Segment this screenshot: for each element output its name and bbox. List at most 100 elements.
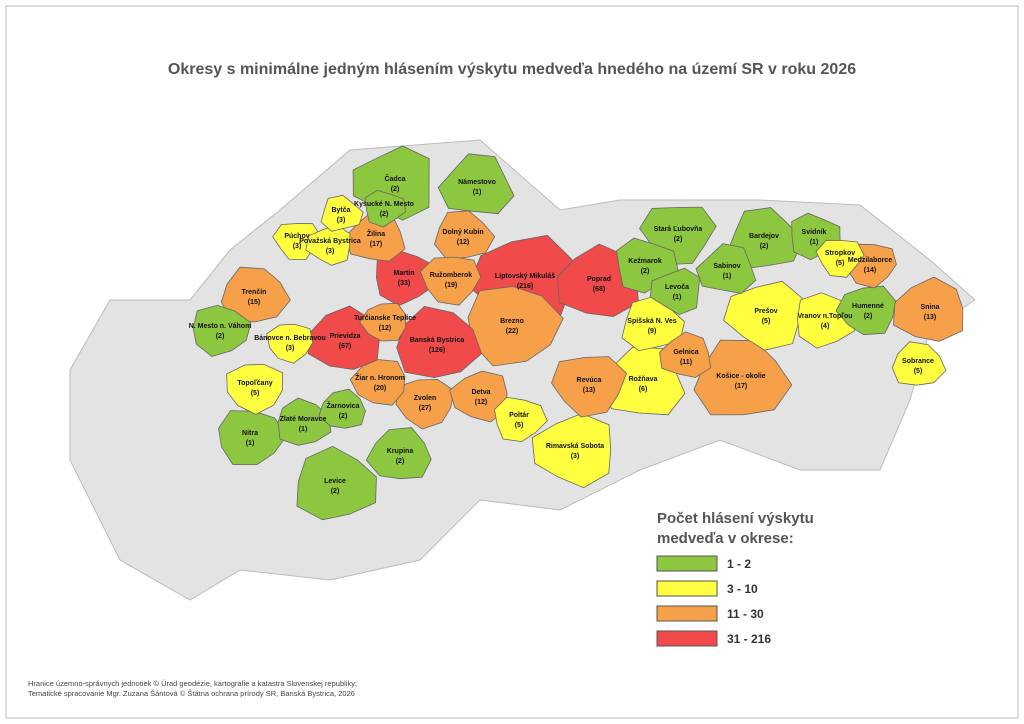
district: [218, 410, 288, 466]
legend-label: 31 - 216: [727, 632, 771, 646]
district-name: Sobrance: [902, 358, 934, 365]
district-count: (5): [515, 422, 524, 429]
district: [365, 427, 432, 480]
district-name: Rožňava: [629, 376, 658, 383]
district-name: Martin: [394, 270, 415, 277]
district-count: (1): [246, 440, 255, 447]
district-name: Svidník: [802, 229, 827, 236]
district-name: Stropkov: [825, 250, 855, 257]
district: [723, 280, 803, 351]
district-name: Liptovský Mikuláš: [495, 273, 555, 280]
district: [531, 413, 612, 489]
district-count: (3): [326, 248, 335, 255]
district: [375, 249, 437, 307]
district-name: Púchov: [284, 233, 309, 240]
district-name: Žilina: [367, 229, 385, 238]
district-count: (2): [396, 458, 405, 465]
district: [494, 396, 548, 443]
district-count: (3): [286, 345, 295, 352]
district: [296, 445, 377, 521]
district-name: Zvolen: [414, 395, 437, 402]
district-count: (17): [370, 241, 382, 248]
district-count: (20): [374, 385, 386, 392]
district: [349, 359, 406, 406]
district: [551, 356, 628, 418]
district-name: Stará Ľubovňa: [654, 226, 703, 233]
district-count: (19): [445, 282, 457, 289]
district: [266, 323, 314, 364]
district: [320, 194, 364, 232]
district: [419, 256, 482, 306]
district: [693, 339, 793, 416]
legend-label: 11 - 30: [727, 607, 764, 621]
district-name: Trenčín: [242, 289, 267, 296]
district-count: (2): [760, 243, 769, 250]
district-count: (1): [299, 426, 308, 433]
district: [467, 286, 564, 367]
district-count: (15): [248, 299, 260, 306]
districts: [192, 145, 964, 521]
district-count: (2): [216, 333, 225, 340]
district-count: (1): [673, 294, 682, 301]
district-count: (12): [379, 325, 391, 332]
district-count: (2): [674, 236, 683, 243]
district: [318, 388, 366, 429]
footer-line: Tematické spracovanie Mgr. Zuzana Šántov…: [28, 689, 355, 698]
district-count: (22): [506, 328, 518, 335]
district-labels: Čadca (2) Námestovo (1) Bytča (3) Kysucké N. M…: [189, 174, 940, 495]
district-name: Levice: [324, 478, 346, 485]
district-name: Vranov n.Topľou: [797, 313, 852, 320]
legend-swatch: [656, 630, 718, 647]
district-name: Gelnica: [673, 349, 698, 356]
district-count: (2): [380, 211, 389, 218]
district-count: (5): [914, 368, 923, 375]
district-count: (1): [473, 189, 482, 196]
district-count: (14): [864, 267, 876, 274]
district-count: (126): [429, 347, 445, 354]
district-count: (1): [723, 273, 732, 280]
district-name: Medzilaborce: [848, 257, 892, 264]
district-name: Banská Bystrica: [410, 337, 465, 344]
district-name: Prievidza: [330, 333, 361, 340]
district-count: (68): [593, 286, 605, 293]
district-name: Čadca: [384, 174, 405, 183]
district-name: Považská Bystrica: [299, 238, 361, 245]
district-name: Sabinov: [713, 263, 740, 270]
district-name: Snina: [920, 304, 939, 311]
district-name: Prešov: [754, 308, 777, 315]
district-name: Žarnovica: [326, 401, 359, 410]
district-count: (13): [924, 314, 936, 321]
district-name: Námestovo: [458, 179, 496, 186]
district: [359, 302, 407, 342]
district-count: (11): [680, 359, 692, 366]
district: [835, 285, 896, 336]
footer-line: Hranice územno-správnych jednotiek © Úra…: [28, 679, 357, 688]
district-count: (12): [475, 399, 487, 406]
district: [815, 239, 865, 278]
district-count: (2): [864, 313, 873, 320]
district: [437, 153, 515, 215]
district-name: Krupina: [387, 448, 414, 455]
district-count: (1): [810, 239, 819, 246]
district: [364, 189, 406, 228]
district-name: Dolný Kubín: [442, 229, 483, 236]
district-count: (67): [339, 343, 351, 350]
district-count: (216): [517, 283, 533, 290]
district-name: Poltár: [509, 412, 529, 419]
legend-title: medveďa v okrese:: [657, 530, 794, 547]
district-count: (2): [641, 268, 650, 275]
legend-swatch: [656, 580, 718, 597]
district-name: Bánovce n. Bebravou: [254, 335, 326, 342]
district-count: (4): [821, 323, 830, 330]
legend: Počet hlásení výskytu medveďa v okrese: 1 …: [656, 510, 814, 647]
district-count: (5): [251, 390, 260, 397]
district: [305, 224, 351, 266]
district-name: Detva: [471, 389, 490, 396]
district: [649, 267, 701, 316]
district: [891, 341, 947, 386]
legend-label: 1 - 2: [727, 557, 751, 571]
district-name: Košice - okolie: [716, 373, 766, 380]
district: [695, 243, 757, 294]
district-count: (2): [331, 488, 340, 495]
